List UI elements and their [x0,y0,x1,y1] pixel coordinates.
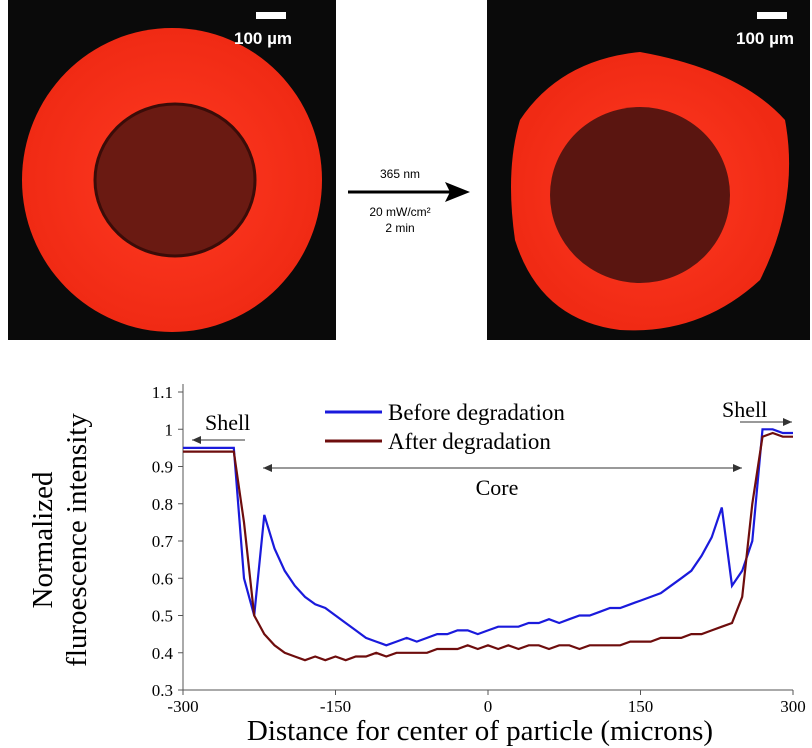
y-tick-label: 1 [165,420,174,439]
y-axis-label: fluroescence intensity [61,413,93,667]
arrow-label: 365 nm [380,167,420,181]
arrow-head [733,464,742,472]
arrow-head [263,464,272,472]
micrograph-before: 100 µm [8,0,336,340]
y-tick-label: 0.7 [152,532,174,551]
y-tick-label: 0.4 [152,644,174,663]
x-tick-label: 150 [628,697,654,716]
y-tick-label: 0.9 [152,458,173,477]
arrow-label: 20 mW/cm² [369,205,430,219]
arrow-label: 2 min [385,221,414,235]
scale-bar-label: 100 µm [736,29,794,48]
arrow-head [192,436,201,444]
annotation: Shell [722,397,767,422]
legend-label: After degradation [388,429,551,454]
x-tick-label: -150 [320,697,351,716]
arrow-head [783,418,792,426]
annotation: Shell [205,410,250,435]
y-tick-label: 1.1 [152,383,173,402]
data-line [183,428,793,647]
legend-label: Before degradation [388,400,565,425]
y-tick-label: 0.3 [152,681,173,700]
y-tick-label: 0.5 [152,607,173,626]
data-line [183,431,793,662]
x-axis-label: Distance for center of particle (microns… [247,715,713,747]
scale-bar-label: 100 µm [234,29,292,48]
chart: 0.3 0.4 0.5 0.6 0.7 0.8 0.9 1 1.1 -300 -150 0 150 300… [27,383,806,747]
x-tick-label: 0 [484,697,493,716]
y-tick-label: 0.8 [152,495,173,514]
annotation: Core [476,475,519,500]
y-axis-label: Normalized [27,471,59,608]
y-tick-label: 0.6 [152,569,173,588]
micrograph-after: 100 µm [487,0,810,340]
process-arrow: 365 nm 20 mW/cm² 2 min [348,167,470,235]
x-tick-label: 300 [780,697,806,716]
x-tick-label: -300 [167,697,198,716]
